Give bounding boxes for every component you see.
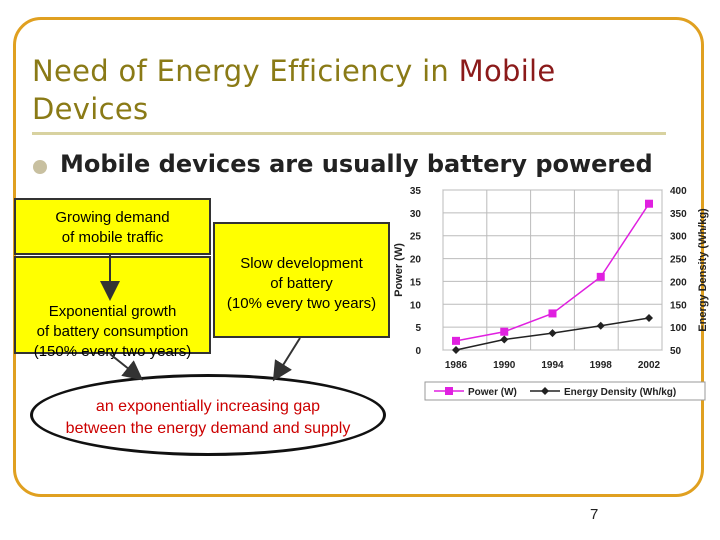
demand-box: Growing demand of mobile traffic — [14, 198, 211, 255]
data-point-energy-density — [548, 329, 557, 338]
data-point-power — [452, 336, 460, 345]
x-tick-label: 1990 — [493, 360, 516, 371]
x-tick-label: 1986 — [445, 360, 468, 371]
legend-label-energy: Energy Density (Wh/kg) — [564, 387, 676, 398]
y-right-tick-label: 400 — [670, 186, 687, 197]
slide-title: Need of Energy Efficiency in Mobile Devic… — [32, 54, 556, 126]
x-tick-label: 2002 — [638, 360, 661, 371]
battery-box: Slow development of battery (10% every two… — [213, 222, 390, 338]
x-tick-label: 1994 — [541, 360, 564, 371]
data-point-energy-density — [500, 335, 509, 344]
y-right-tick-label: 200 — [670, 277, 687, 288]
data-point-energy-density — [645, 314, 653, 322]
plot-area — [442, 189, 663, 351]
gap-ellipse — [30, 374, 386, 456]
y-right-tick-label: 350 — [670, 209, 687, 220]
bullet-icon — [33, 160, 47, 174]
y-right-tick-label: 100 — [670, 323, 687, 334]
gap-text: an exponentially increasing gap between t… — [65, 398, 351, 437]
y-right-axis-label: Energy Density (Wh/kg) — [697, 208, 709, 332]
legend-box — [424, 381, 706, 401]
bullet-text: Mobile devices are usually battery power… — [60, 150, 653, 178]
y-right-tick-label: 50 — [670, 346, 682, 357]
y-right-tick-label: 150 — [670, 300, 687, 311]
title-highlight: Mobile — [458, 54, 556, 88]
y-tick-label: 0 — [415, 346, 421, 357]
y-tick-label: 35 — [410, 186, 422, 197]
x-tick-label: 1998 — [590, 360, 613, 371]
arrow-battery-to-gap — [272, 337, 301, 382]
legend-marker-energy — [541, 387, 549, 395]
y-tick-label: 10 — [410, 300, 422, 311]
legend-label-power: Power (W) — [468, 387, 517, 398]
y-right-tick-label: 300 — [670, 232, 687, 243]
y-right-tick-label: 250 — [670, 255, 687, 266]
data-point-energy-density — [596, 321, 605, 330]
legend-marker-power — [445, 387, 453, 395]
arrow-growth-to-gap — [109, 353, 144, 381]
page-number: 7 — [590, 506, 599, 523]
y-tick-label: 20 — [410, 255, 422, 266]
y-tick-label: 30 — [410, 209, 422, 220]
growth-box: Exponential growth of battery consumption… — [14, 256, 211, 360]
title-rule — [32, 132, 666, 135]
data-point-energy-density — [452, 346, 460, 354]
y-tick-label: 5 — [415, 323, 421, 334]
y-axis-label: Power (W) — [393, 243, 405, 297]
data-point-power — [500, 327, 509, 336]
data-point-power — [645, 199, 653, 208]
data-point-power — [548, 309, 557, 318]
y-tick-label: 15 — [410, 277, 422, 288]
data-point-power — [596, 272, 605, 281]
y-tick-label: 25 — [410, 232, 422, 243]
